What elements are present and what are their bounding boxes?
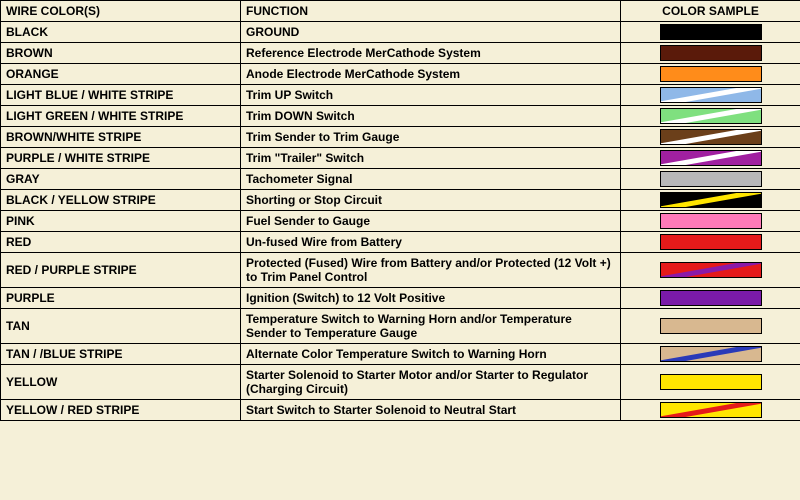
- color-swatch: [660, 213, 762, 229]
- color-swatch: [660, 108, 762, 124]
- stripe-icon: [660, 346, 762, 362]
- wire-color-cell: PURPLE: [1, 288, 241, 309]
- table-row: TAN / /BLUE STRIPEAlternate Color Temper…: [1, 344, 800, 365]
- color-swatch: [660, 262, 762, 278]
- wire-color-cell: BLACK / YELLOW STRIPE: [1, 190, 241, 211]
- function-cell: Tachometer Signal: [241, 169, 621, 190]
- function-cell: Trim "Trailer" Switch: [241, 148, 621, 169]
- color-swatch: [660, 346, 762, 362]
- color-swatch: [660, 45, 762, 61]
- stripe-icon: [660, 402, 762, 418]
- header-function: FUNCTION: [241, 1, 621, 22]
- function-cell: Anode Electrode MerCathode System: [241, 64, 621, 85]
- wire-color-cell: BROWN: [1, 43, 241, 64]
- table-row: GRAYTachometer Signal: [1, 169, 800, 190]
- sample-cell: [621, 400, 800, 421]
- wire-color-cell: TAN / /BLUE STRIPE: [1, 344, 241, 365]
- table-row: BROWN/WHITE STRIPETrim Sender to Trim Ga…: [1, 127, 800, 148]
- stripe-icon: [660, 129, 762, 145]
- table-row: PURPLE / WHITE STRIPETrim "Trailer" Swit…: [1, 148, 800, 169]
- sample-cell: [621, 43, 800, 64]
- table-row: YELLOWStarter Solenoid to Starter Motor …: [1, 365, 800, 400]
- color-swatch: [660, 150, 762, 166]
- function-cell: Alternate Color Temperature Switch to Wa…: [241, 344, 621, 365]
- table-row: BLACK / YELLOW STRIPEShorting or Stop Ci…: [1, 190, 800, 211]
- color-swatch: [660, 234, 762, 250]
- table-row: BLACKGROUND: [1, 22, 800, 43]
- color-swatch: [660, 129, 762, 145]
- table-row: TANTemperature Switch to Warning Horn an…: [1, 309, 800, 344]
- function-cell: Ignition (Switch) to 12 Volt Positive: [241, 288, 621, 309]
- sample-cell: [621, 64, 800, 85]
- table-row: YELLOW / RED STRIPEStart Switch to Start…: [1, 400, 800, 421]
- color-swatch: [660, 24, 762, 40]
- sample-cell: [621, 232, 800, 253]
- function-cell: Fuel Sender to Gauge: [241, 211, 621, 232]
- wire-color-cell: PINK: [1, 211, 241, 232]
- stripe-icon: [660, 192, 762, 208]
- wire-color-cell: LIGHT GREEN / WHITE STRIPE: [1, 106, 241, 127]
- sample-cell: [621, 22, 800, 43]
- wire-color-cell: YELLOW: [1, 365, 241, 400]
- color-swatch: [660, 192, 762, 208]
- sample-cell: [621, 127, 800, 148]
- wire-color-cell: GRAY: [1, 169, 241, 190]
- table-row: PINKFuel Sender to Gauge: [1, 211, 800, 232]
- color-swatch: [660, 290, 762, 306]
- function-cell: Start Switch to Starter Solenoid to Neut…: [241, 400, 621, 421]
- sample-cell: [621, 288, 800, 309]
- function-cell: Shorting or Stop Circuit: [241, 190, 621, 211]
- wire-color-table: WIRE COLOR(S) FUNCTION COLOR SAMPLE BLAC…: [0, 0, 800, 421]
- sample-cell: [621, 309, 800, 344]
- wire-color-cell: RED: [1, 232, 241, 253]
- function-cell: Reference Electrode MerCathode System: [241, 43, 621, 64]
- table-row: BROWNReference Electrode MerCathode Syst…: [1, 43, 800, 64]
- stripe-icon: [660, 262, 762, 278]
- color-swatch: [660, 171, 762, 187]
- color-swatch: [660, 318, 762, 334]
- wire-color-cell: ORANGE: [1, 64, 241, 85]
- function-cell: Trim DOWN Switch: [241, 106, 621, 127]
- sample-cell: [621, 190, 800, 211]
- wire-color-cell: PURPLE / WHITE STRIPE: [1, 148, 241, 169]
- function-cell: Temperature Switch to Warning Horn and/o…: [241, 309, 621, 344]
- function-cell: Un-fused Wire from Battery: [241, 232, 621, 253]
- function-cell: Protected (Fused) Wire from Battery and/…: [241, 253, 621, 288]
- table-header-row: WIRE COLOR(S) FUNCTION COLOR SAMPLE: [1, 1, 800, 22]
- function-cell: Trim UP Switch: [241, 85, 621, 106]
- function-cell: Trim Sender to Trim Gauge: [241, 127, 621, 148]
- wire-color-cell: TAN: [1, 309, 241, 344]
- wire-color-cell: BLACK: [1, 22, 241, 43]
- table-row: LIGHT GREEN / WHITE STRIPETrim DOWN Swit…: [1, 106, 800, 127]
- wire-color-cell: RED / PURPLE STRIPE: [1, 253, 241, 288]
- header-wire: WIRE COLOR(S): [1, 1, 241, 22]
- sample-cell: [621, 106, 800, 127]
- stripe-icon: [660, 108, 762, 124]
- color-swatch: [660, 402, 762, 418]
- function-cell: Starter Solenoid to Starter Motor and/or…: [241, 365, 621, 400]
- stripe-icon: [660, 87, 762, 103]
- table-row: ORANGEAnode Electrode MerCathode System: [1, 64, 800, 85]
- header-sample: COLOR SAMPLE: [621, 1, 800, 22]
- wire-color-cell: LIGHT BLUE / WHITE STRIPE: [1, 85, 241, 106]
- sample-cell: [621, 169, 800, 190]
- table-row: RED / PURPLE STRIPEProtected (Fused) Wir…: [1, 253, 800, 288]
- wire-color-cell: BROWN/WHITE STRIPE: [1, 127, 241, 148]
- function-cell: GROUND: [241, 22, 621, 43]
- sample-cell: [621, 148, 800, 169]
- sample-cell: [621, 344, 800, 365]
- sample-cell: [621, 211, 800, 232]
- color-swatch: [660, 66, 762, 82]
- sample-cell: [621, 85, 800, 106]
- table-row: PURPLEIgnition (Switch) to 12 Volt Posit…: [1, 288, 800, 309]
- table-row: LIGHT BLUE / WHITE STRIPETrim UP Switch: [1, 85, 800, 106]
- color-swatch: [660, 374, 762, 390]
- sample-cell: [621, 253, 800, 288]
- table-row: REDUn-fused Wire from Battery: [1, 232, 800, 253]
- sample-cell: [621, 365, 800, 400]
- wire-color-cell: YELLOW / RED STRIPE: [1, 400, 241, 421]
- stripe-icon: [660, 150, 762, 166]
- color-swatch: [660, 87, 762, 103]
